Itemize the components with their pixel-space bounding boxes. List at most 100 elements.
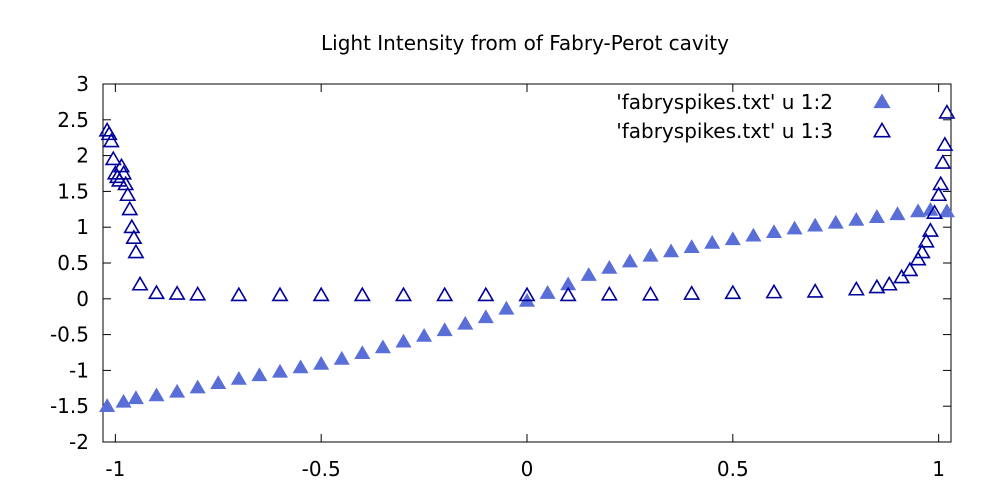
data-point xyxy=(131,275,149,291)
data-point xyxy=(123,218,141,234)
data-point xyxy=(292,359,309,374)
data-point xyxy=(457,315,474,330)
data-point xyxy=(938,104,956,119)
data-point xyxy=(110,172,129,187)
data-point xyxy=(683,239,700,254)
data-point xyxy=(936,136,954,151)
data-point xyxy=(230,370,247,385)
data-point xyxy=(901,261,919,277)
data-point xyxy=(917,232,935,248)
data-point xyxy=(115,164,133,180)
data-point xyxy=(909,250,927,266)
chart-title: Light Intensity from of Fabry-Perot cavi… xyxy=(321,31,729,55)
data-point xyxy=(374,339,391,354)
y-tick-label: 0 xyxy=(76,287,89,311)
data-point xyxy=(189,379,206,394)
data-point xyxy=(477,309,494,324)
data-point xyxy=(925,204,944,219)
data-point xyxy=(169,383,186,398)
axis-tick-labels: -2 -1.5 -1 -0.5 0 0.5 1 1.5 2 2.5 3 -1 -0.5 0 0.5 1 xyxy=(50,72,945,481)
data-point xyxy=(354,345,371,359)
data-point xyxy=(580,267,597,281)
y-tick-label: 2.5 xyxy=(57,108,89,132)
data-point xyxy=(621,253,638,268)
data-point xyxy=(641,285,660,301)
data-point xyxy=(868,278,886,294)
data-point xyxy=(934,154,952,169)
data-point xyxy=(600,285,618,301)
legend-label: 'fabryspikes.txt' u 1:3 xyxy=(616,119,833,143)
series-2 xyxy=(98,104,956,302)
data-point xyxy=(271,286,289,302)
data-point xyxy=(601,259,618,274)
data-point xyxy=(786,220,803,235)
data-point xyxy=(539,285,556,299)
series-layer xyxy=(98,104,956,412)
data-point xyxy=(848,212,865,226)
y-tick-label: -1 xyxy=(69,358,89,382)
data-point xyxy=(868,209,885,223)
data-point xyxy=(436,322,453,337)
data-point xyxy=(99,398,116,412)
y-tick-label: 3 xyxy=(76,72,89,96)
data-point xyxy=(436,286,454,302)
data-point xyxy=(922,202,939,216)
data-point xyxy=(230,286,248,302)
data-point xyxy=(893,268,911,284)
data-point xyxy=(642,247,659,262)
data-point xyxy=(827,214,844,229)
data-point xyxy=(806,283,824,298)
data-point xyxy=(518,286,536,302)
data-point xyxy=(312,286,330,302)
data-point xyxy=(932,175,950,191)
data-point xyxy=(394,286,413,302)
axis-ticks xyxy=(103,83,951,443)
data-point xyxy=(765,224,783,238)
data-point xyxy=(880,275,898,291)
x-tick-label: -1 xyxy=(105,457,125,481)
legend-marker xyxy=(872,121,892,138)
x-tick-label: -0.5 xyxy=(302,457,341,481)
data-point xyxy=(683,285,701,300)
data-point xyxy=(115,393,132,408)
y-tick-label: -1.5 xyxy=(50,394,89,418)
data-point xyxy=(121,200,139,216)
data-point xyxy=(416,328,433,342)
data-point xyxy=(117,175,135,191)
data-point xyxy=(765,283,783,299)
data-point xyxy=(498,300,515,315)
x-tick-label: 0 xyxy=(521,457,534,481)
data-point xyxy=(333,350,350,365)
x-tick-label: 0.5 xyxy=(717,457,749,481)
data-point xyxy=(847,280,865,296)
data-point xyxy=(704,234,721,249)
legend-marker xyxy=(873,93,891,109)
data-point xyxy=(724,231,741,246)
data-point xyxy=(395,333,412,348)
data-point xyxy=(889,206,906,221)
data-point xyxy=(271,363,289,378)
data-point xyxy=(127,243,145,259)
data-point xyxy=(189,285,207,301)
y-tick-label: -2 xyxy=(69,430,89,454)
data-point xyxy=(127,390,144,405)
data-point xyxy=(663,243,680,258)
data-point xyxy=(807,217,824,232)
data-point xyxy=(913,243,931,259)
data-point xyxy=(930,186,948,202)
data-point xyxy=(104,150,122,166)
data-point xyxy=(102,132,120,148)
data-point xyxy=(938,203,955,218)
y-tick-label: 2 xyxy=(76,144,89,168)
y-tick-label: 1.5 xyxy=(57,179,89,203)
data-point xyxy=(313,355,330,370)
y-tick-label: 0.5 xyxy=(57,251,89,275)
data-point xyxy=(251,367,268,382)
data-point xyxy=(168,285,186,300)
data-point xyxy=(477,286,495,302)
series-1 xyxy=(99,202,955,412)
legend-label: 'fabryspikes.txt' u 1:2 xyxy=(616,90,833,114)
data-point xyxy=(147,284,166,300)
data-point xyxy=(745,227,762,242)
